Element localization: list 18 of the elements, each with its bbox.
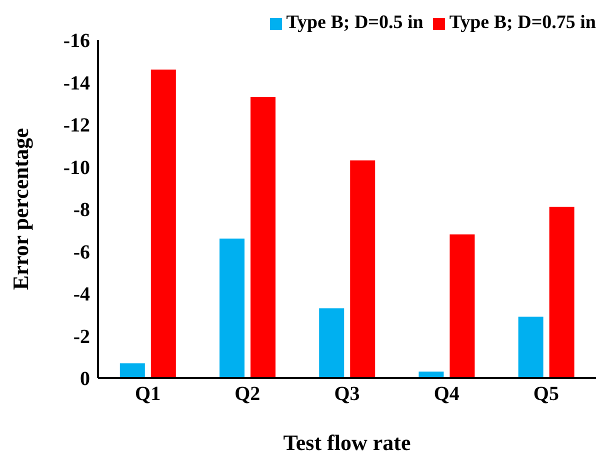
y-tick-label: -4 [73, 284, 90, 306]
x-tick-label: Q3 [334, 383, 360, 406]
y-tick-label: -6 [73, 241, 90, 264]
legend-label: Type B; D=0.5 in [286, 12, 424, 33]
x-tick-label: Q4 [434, 383, 460, 406]
x-tick-label: Q5 [533, 383, 559, 406]
y-tick-label: -10 [63, 156, 90, 179]
x-axis-title: Test flow rate [283, 430, 411, 455]
legend-label: Type B; D=0.75 in [449, 12, 596, 33]
x-tick-label: Q1 [135, 383, 161, 406]
y-axis-title: Error percentage [8, 128, 33, 290]
y-tick-label: 0 [80, 368, 90, 390]
x-tick-label: Q2 [234, 383, 260, 406]
y-tick-label: -16 [63, 30, 90, 52]
y-tick-label: -12 [63, 114, 90, 137]
y-tick-label: -8 [73, 199, 90, 222]
y-tick-label: -2 [73, 326, 90, 348]
y-tick-label: -14 [63, 72, 90, 94]
